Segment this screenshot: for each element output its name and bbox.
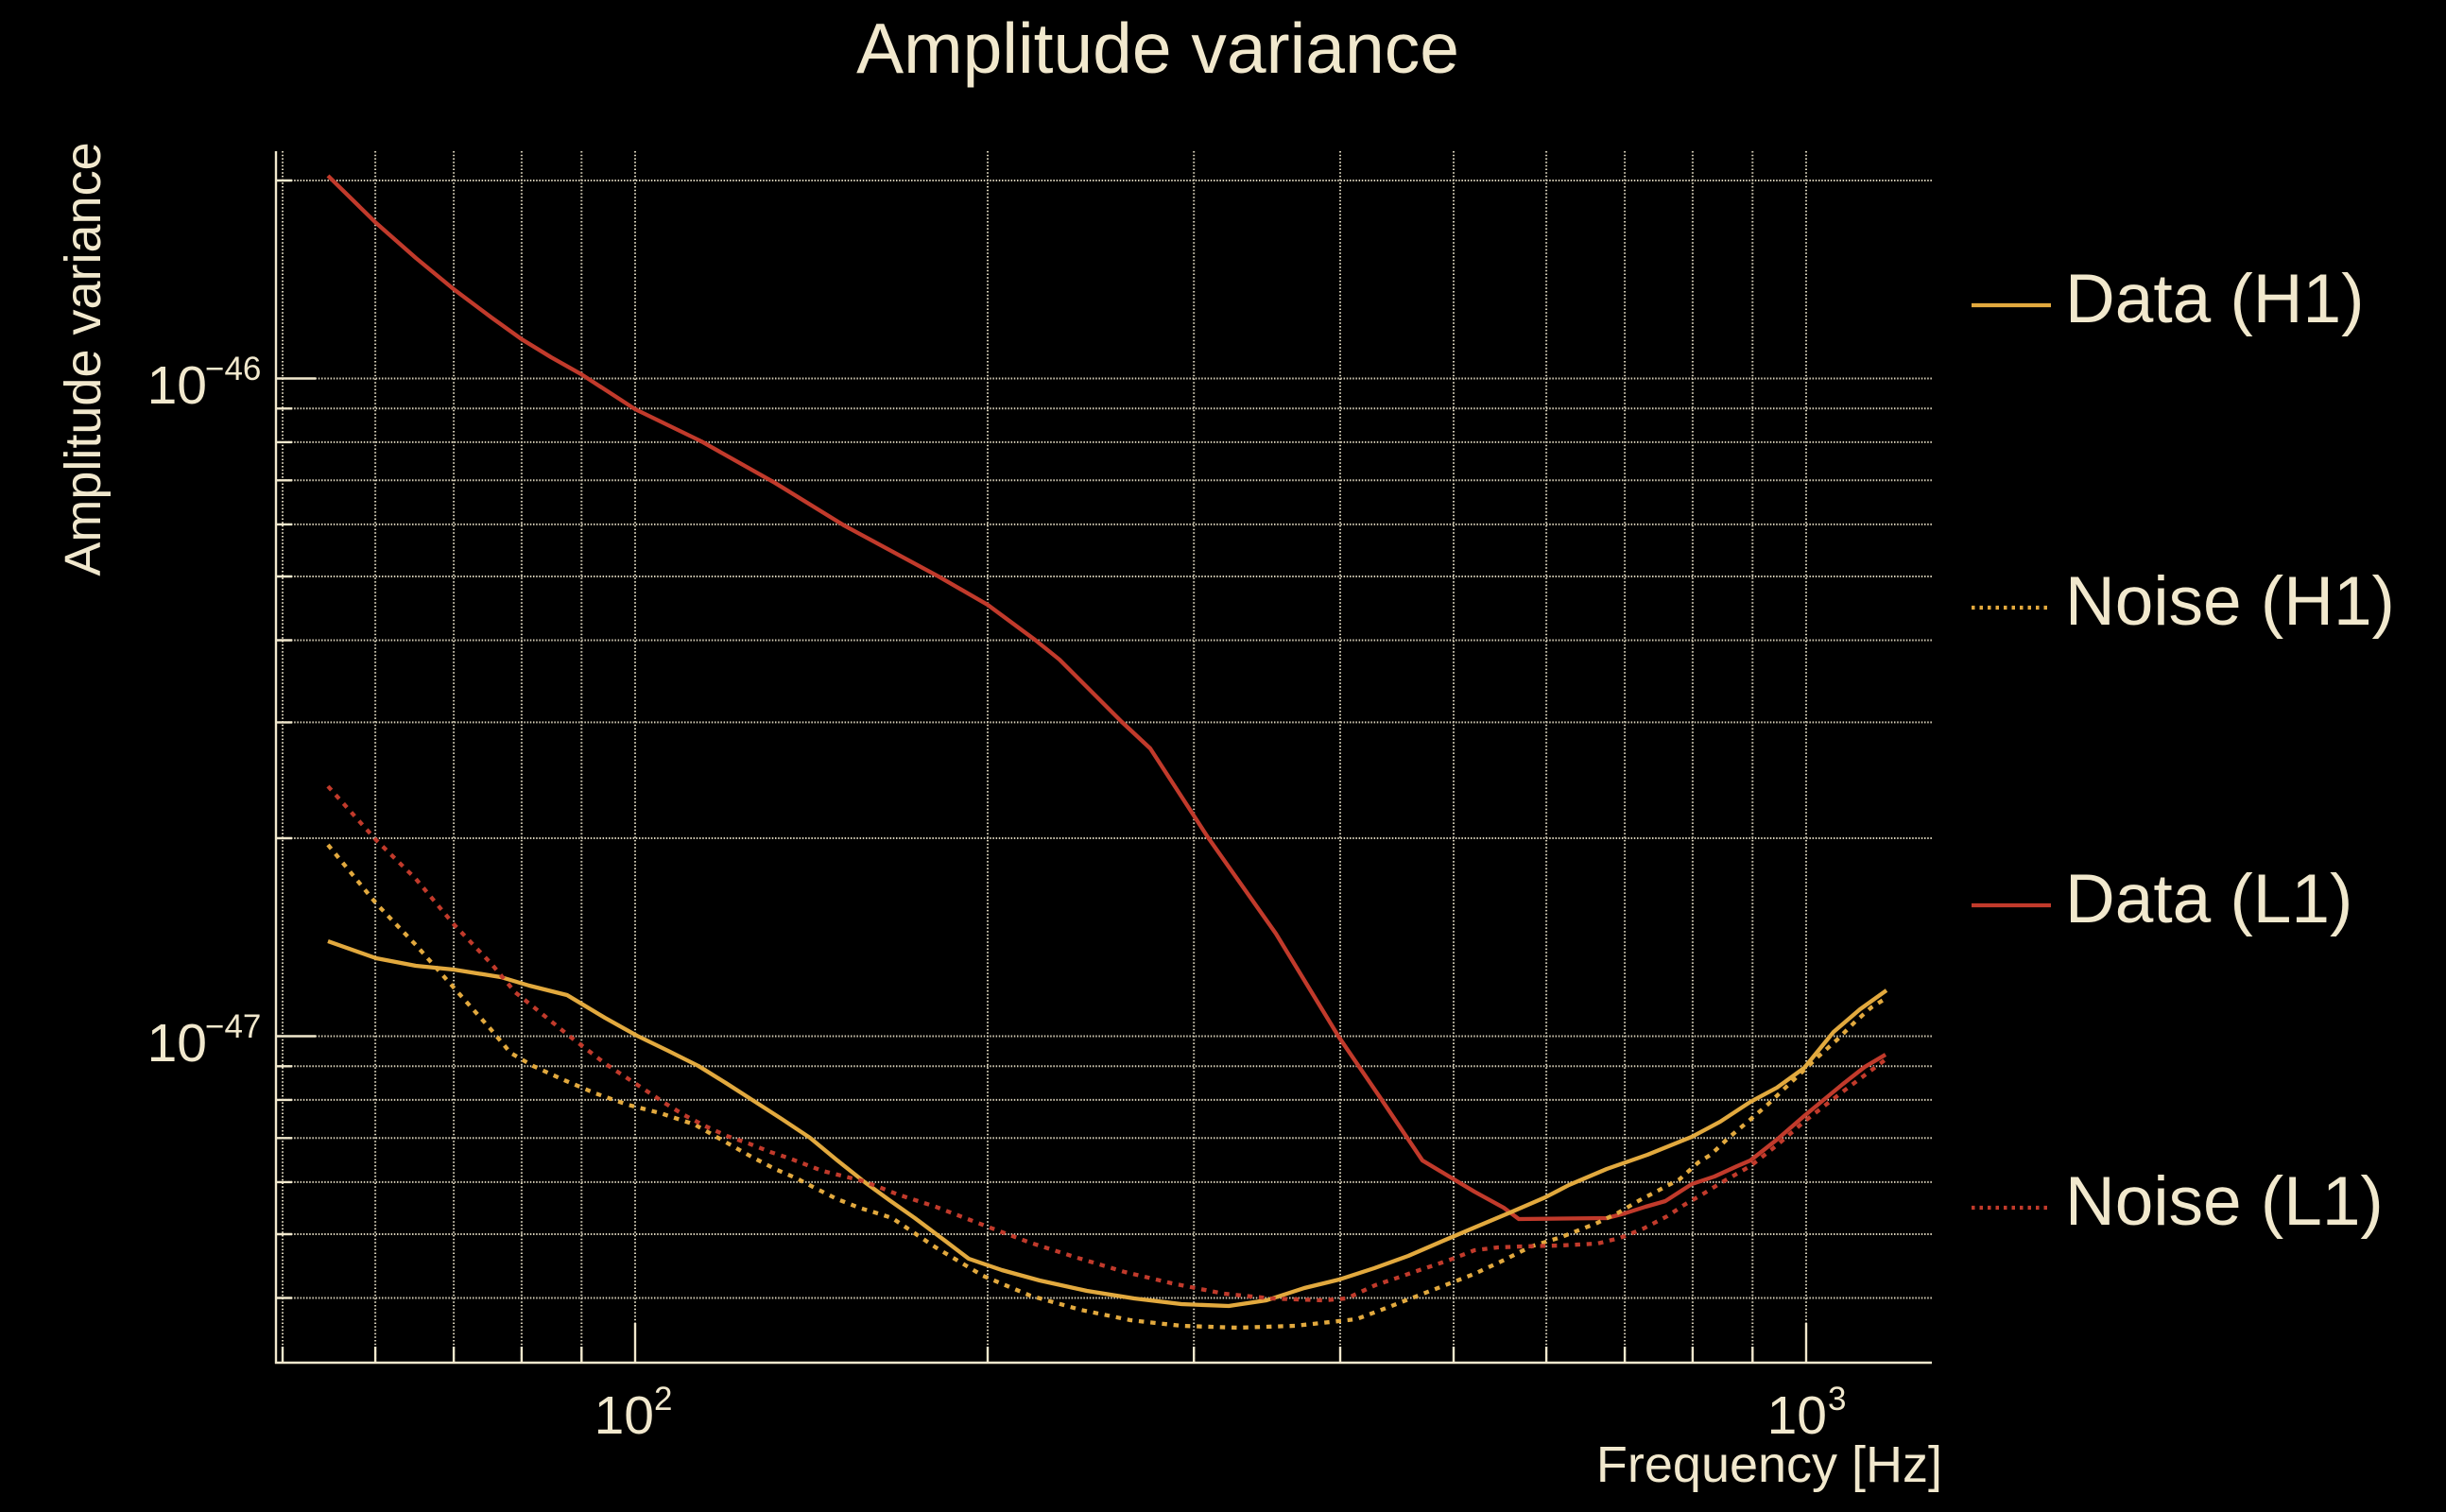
svg-text:10: 10 [1767,1385,1827,1446]
svg-text:Amplitude variance: Amplitude variance [55,142,112,576]
svg-text:Data (L1): Data (L1) [2065,861,2352,937]
svg-text:10: 10 [147,355,207,416]
svg-text:3: 3 [1828,1381,1846,1418]
svg-text:Noise (L1): Noise (L1) [2065,1163,2384,1240]
svg-text:Frequency [Hz]: Frequency [Hz] [1596,1436,1942,1493]
svg-text:10: 10 [594,1385,654,1446]
svg-text:Amplitude variance: Amplitude variance [856,9,1459,88]
svg-text:Data (H1): Data (H1) [2065,261,2364,337]
svg-text:10: 10 [147,1013,207,1074]
svg-text:2: 2 [654,1381,672,1418]
svg-text:Noise (H1): Noise (H1) [2065,563,2395,640]
svg-text:−47: −47 [205,1008,261,1045]
svg-text:−46: −46 [205,351,261,387]
